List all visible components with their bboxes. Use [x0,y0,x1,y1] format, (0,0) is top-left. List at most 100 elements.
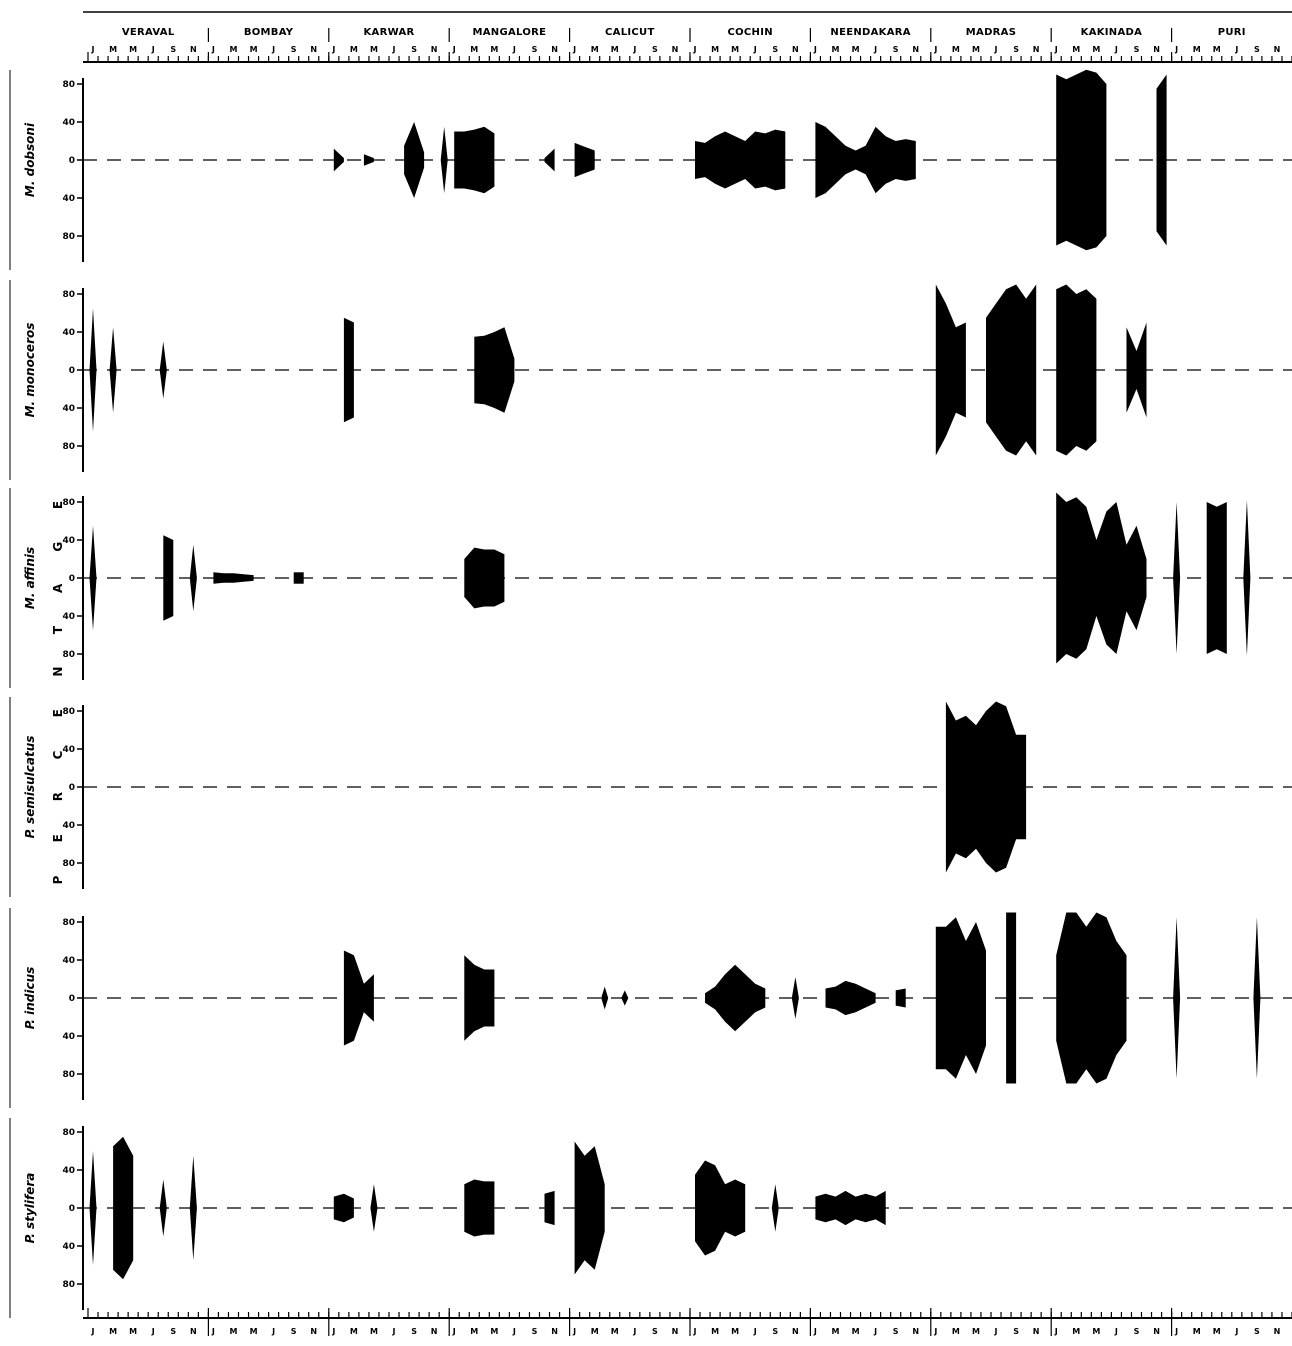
station-label-karwar: KARWAR [363,27,414,38]
month-label: M [470,1327,478,1336]
composition-band [1206,502,1227,654]
composition-band [1156,74,1167,246]
month-label: N [190,45,197,54]
panel-p--stylifera: 80 40 0 40 80 P. stylifera [9,1118,1292,1318]
month-label: M [731,1327,739,1336]
composition-band [343,317,354,423]
month-label: N [672,1327,679,1336]
month-label: N [1153,45,1160,54]
station-label-neendakara: NEENDAKARA [830,27,910,38]
month-label: M [831,1327,839,1336]
month-label: J [392,45,396,54]
percentage-letter: C [51,750,65,759]
month-label: M [250,45,258,54]
month-label: J [1234,1327,1238,1336]
composition-band [986,284,1037,456]
month-label: J [331,1327,335,1336]
month-label: S [411,45,417,54]
composition-band [333,1193,354,1223]
month-label: J [572,45,576,54]
station-label-kakinada: KAKINADA [1081,27,1143,38]
y-tick-label: 80 [62,1070,75,1080]
composition-band [935,284,966,456]
month-label: N [792,45,799,54]
y-tick-label: 0 [69,366,75,376]
month-label: J [994,1327,998,1336]
month-label: M [711,1327,719,1336]
panel-m--affinis: 80 40 0 40 80 M. affinis [9,488,1292,688]
composition-band [440,126,448,194]
month-label: M [490,45,498,54]
y-tick-label: 40 [62,404,75,414]
composition-band [333,148,344,172]
month-label: J [271,1327,275,1336]
month-label: J [1054,45,1058,54]
y-tick-label: 40 [62,328,75,338]
station-label-madras: MADRAS [966,27,1016,38]
month-label: N [1033,1327,1040,1336]
y-tick-label: 40 [62,821,75,831]
month-label: J [1174,45,1178,54]
month-label: M [1092,1327,1100,1336]
composition-band [89,1151,97,1265]
percentage-letter: A [51,583,65,593]
month-label: S [893,1327,899,1336]
station-label-mangalore: MANGALORE [473,27,547,38]
month-label: N [1274,45,1281,54]
month-label: M [611,1327,619,1336]
composition-band [163,535,174,621]
y-tick-label: 40 [62,1166,75,1176]
species-label: M. dobsoni [23,122,37,197]
composition-band [189,544,197,612]
composition-band [695,1160,746,1256]
month-label: M [250,1327,258,1336]
composition-band [89,525,97,631]
month-label: S [1134,45,1140,54]
month-label: M [350,1327,358,1336]
panel-p--indicus: 80 40 0 40 80 P. indicus [9,908,1292,1108]
month-label: M [129,1327,137,1336]
species-label: P. semisulcatus [23,736,37,839]
y-tick-label: 40 [62,956,75,966]
composition-band [293,572,304,584]
month-label: M [1072,45,1080,54]
month-label: M [1213,1327,1221,1336]
percentage-letter: P [51,875,65,884]
month-label: S [291,1327,297,1336]
y-tick-label: 80 [62,859,75,869]
month-label: M [852,45,860,54]
month-label: M [831,45,839,54]
composition-band [815,122,916,198]
month-label: J [151,1327,155,1336]
y-tick-label: 0 [69,994,75,1004]
composition-band [454,126,495,194]
month-label: S [1254,1327,1260,1336]
month-label: N [1153,1327,1160,1336]
month-label: J [933,1327,937,1336]
month-label: N [912,1327,919,1336]
month-label: S [1134,1327,1140,1336]
y-tick-label: 80 [62,1128,75,1138]
composition-band [464,1179,495,1237]
y-tick-label: 40 [62,1032,75,1042]
month-label: S [170,1327,176,1336]
month-label: M [611,45,619,54]
composition-band [1126,322,1147,418]
month-label: N [190,1327,197,1336]
station-header-top: VERAVAL BOMBAY KARWAR MANGALORE CALICUT COCHI… [83,11,1292,63]
y-tick-label: 80 [62,232,75,242]
composition-band [1056,912,1127,1084]
composition-band [574,1141,605,1275]
station-label-veraval: VERAVAL [122,27,175,38]
month-label: J [151,45,155,54]
month-label: M [470,45,478,54]
species-label: M. affinis [23,547,37,609]
month-label: M [109,45,117,54]
month-label: J [1114,1327,1118,1336]
month-label: M [731,45,739,54]
month-label: J [753,1327,757,1336]
composition-band [464,547,505,609]
y-tick-label: 80 [62,650,75,660]
